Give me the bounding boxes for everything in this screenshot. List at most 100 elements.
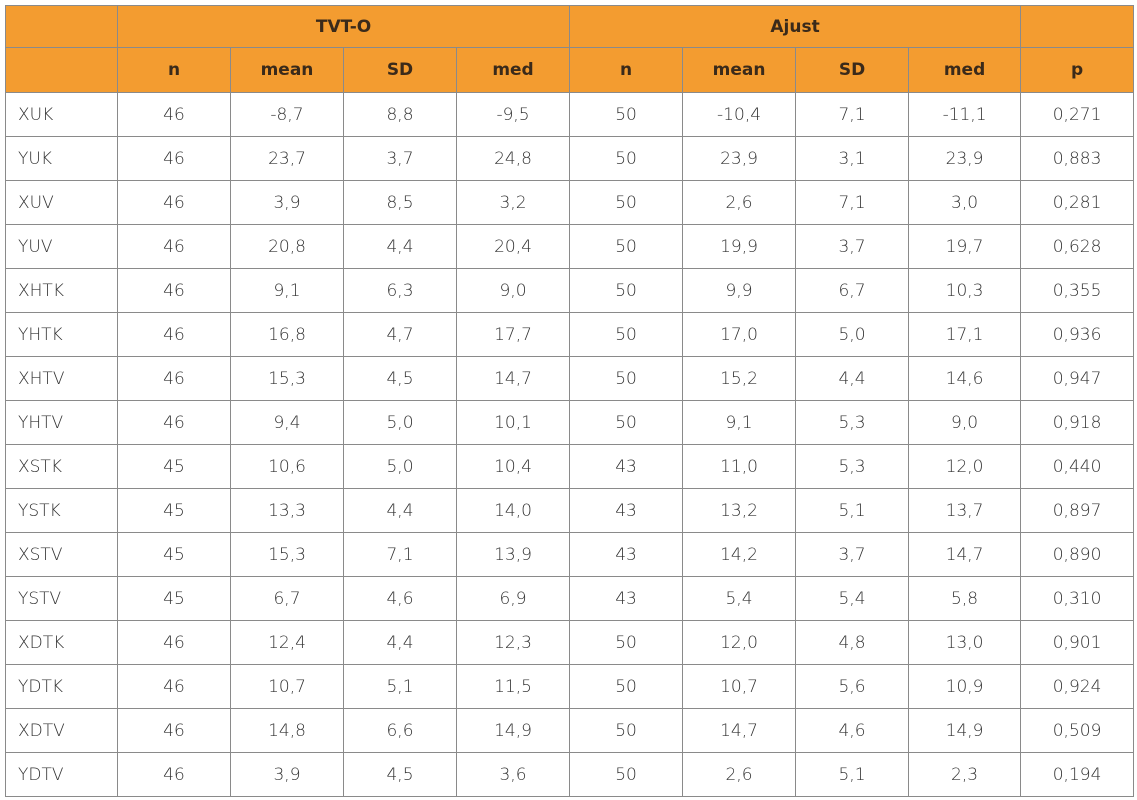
table-cell: 4,6 (343, 576, 457, 621)
table-cell: 0,194 (1020, 752, 1135, 797)
row-label: YHTK (5, 312, 118, 357)
table-cell: 14,0 (455, 488, 571, 533)
table-cell: 46 (117, 180, 231, 225)
table-cell: 43 (569, 488, 684, 533)
table-cell: 10,4 (455, 444, 571, 489)
column-header: mean (230, 47, 344, 93)
table-cell: 43 (569, 532, 684, 577)
table-cell: 0,947 (1020, 356, 1135, 401)
table-cell: 14,9 (455, 708, 571, 753)
column-header: med (455, 47, 571, 93)
table-cell: 4,4 (343, 488, 457, 533)
table-cell: 8,5 (343, 180, 457, 225)
data-table: TVT-O Ajust n mean SD med n mean SD med p XUK 46-… (5, 5, 1135, 797)
table-cell: 14,7 (682, 708, 797, 753)
table-cell: 7,1 (795, 180, 910, 225)
table-cell: 13,7 (908, 488, 1022, 533)
table-body: XUK 46 -8,7 8,8 -9,5 50 -10,4 7,1 -11,1 0,271 YUK 4… (5, 92, 1135, 797)
table-cell: 9,4 (230, 400, 344, 445)
table-cell: 0,509 (1020, 708, 1135, 753)
table-cell: 10,6 (230, 444, 344, 489)
table-cell: 10,3 (908, 268, 1022, 313)
row-label: XSTV (5, 532, 118, 577)
row-label: YSTK (5, 488, 118, 533)
table-row: YUK 46 23,7 3,7 24,8 50 23,9 3,1 23,9 0,883 (5, 136, 1135, 181)
row-label: XDTK (5, 620, 118, 665)
table-cell: 12,3 (455, 620, 571, 665)
table-cell: 3,1 (795, 136, 910, 181)
table-cell: 50 (569, 400, 684, 445)
row-label: XUK (5, 92, 118, 137)
table-cell: 15,2 (682, 356, 797, 401)
table-cell: 23,7 (230, 136, 344, 181)
table-cell: 17,0 (682, 312, 797, 357)
table-row: XDTK 46 12,4 4,4 12,3 50 12,0 4,8 13,0 0,901 (5, 620, 1135, 665)
table-cell: 0,440 (1020, 444, 1135, 489)
table-cell: 0,890 (1020, 532, 1135, 577)
table-cell: 10,1 (455, 400, 571, 445)
table-cell: 11,0 (682, 444, 797, 489)
table-row: XHTK 46 9,1 6,3 9,0 50 9,9 6,7 10,3 0,355 (5, 268, 1135, 313)
table-cell: 46 (117, 664, 231, 709)
table-cell: 13,3 (230, 488, 344, 533)
table-cell: 6,3 (343, 268, 457, 313)
table-cell: 9,1 (682, 400, 797, 445)
table-cell: 15,3 (230, 356, 344, 401)
table-cell: 46 (117, 312, 231, 357)
table-cell: 14,9 (908, 708, 1022, 753)
table-cell: 4,4 (795, 356, 910, 401)
table-cell: 23,9 (908, 136, 1022, 181)
table-row: YHTK 46 16,8 4,7 17,7 50 17,0 5,0 17,1 0,936 (5, 312, 1135, 357)
table-cell: 5,1 (343, 664, 457, 709)
column-header: med (908, 47, 1022, 93)
table-cell: 0,918 (1020, 400, 1135, 445)
table-cell: 14,6 (908, 356, 1022, 401)
table-row: XHTV 46 15,3 4,5 14,7 50 15,2 4,4 14,6 0,947 (5, 356, 1135, 401)
table-cell: 3,2 (455, 180, 571, 225)
column-header-row: n mean SD med n mean SD med p (5, 47, 1135, 93)
table-cell: 50 (569, 268, 684, 313)
table-cell: 20,4 (455, 224, 571, 269)
table-cell: 5,0 (343, 444, 457, 489)
table-cell: 5,1 (795, 488, 910, 533)
table-cell: 5,0 (795, 312, 910, 357)
table-cell: 0,271 (1020, 92, 1135, 137)
table-cell: 6,7 (230, 576, 344, 621)
table-cell: 5,1 (795, 752, 910, 797)
table-cell: 19,7 (908, 224, 1022, 269)
table-row: YUV 46 20,8 4,4 20,4 50 19,9 3,7 19,7 0,628 (5, 224, 1135, 269)
row-label: YHTV (5, 400, 118, 445)
table-cell: 12,4 (230, 620, 344, 665)
row-label: XUV (5, 180, 118, 225)
table-row: XDTV 46 14,8 6,6 14,9 50 14,7 4,6 14,9 0,509 (5, 708, 1135, 753)
table-row: XSTV 45 15,3 7,1 13,9 43 14,2 3,7 14,7 0,890 (5, 532, 1135, 577)
table-cell: 50 (569, 664, 684, 709)
table-cell: 3,6 (455, 752, 571, 797)
table-cell: 46 (117, 356, 231, 401)
table-cell: 50 (569, 620, 684, 665)
table-cell: -8,7 (230, 92, 344, 137)
corner-cell (5, 47, 118, 93)
row-label: YSTV (5, 576, 118, 621)
table-cell: 45 (117, 532, 231, 577)
table-cell: 3,0 (908, 180, 1022, 225)
table-row: XSTK 45 10,6 5,0 10,4 43 11,0 5,3 12,0 0,440 (5, 444, 1135, 489)
table-row: YSTV 45 6,7 4,6 6,9 43 5,4 5,4 5,8 0,310 (5, 576, 1135, 621)
table-row: YSTK 45 13,3 4,4 14,0 43 13,2 5,1 13,7 0,897 (5, 488, 1135, 533)
table-cell: 0,897 (1020, 488, 1135, 533)
table-cell: 2,3 (908, 752, 1022, 797)
table-cell: 9,9 (682, 268, 797, 313)
corner-cell (5, 5, 118, 48)
table-cell: 17,7 (455, 312, 571, 357)
table-cell: -11,1 (908, 92, 1022, 137)
table-cell: 3,9 (230, 180, 344, 225)
table-cell: 5,4 (682, 576, 797, 621)
table-cell: 4,5 (343, 752, 457, 797)
table-cell: 14,7 (908, 532, 1022, 577)
table-cell: 14,8 (230, 708, 344, 753)
row-label: YDTV (5, 752, 118, 797)
table-cell: 46 (117, 224, 231, 269)
column-header: SD (343, 47, 457, 93)
table-cell: 13,2 (682, 488, 797, 533)
table-cell: 45 (117, 444, 231, 489)
